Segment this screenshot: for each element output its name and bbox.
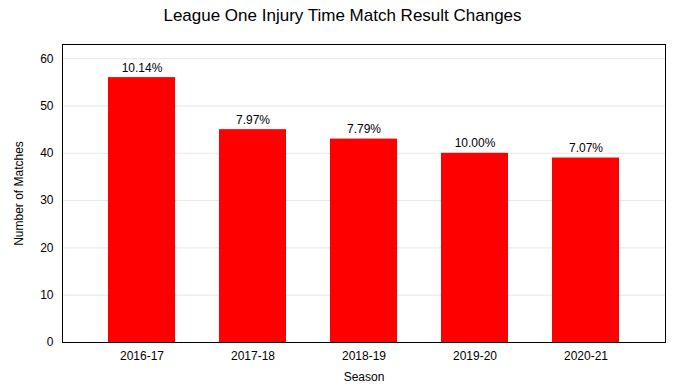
- svg-text:10: 10: [40, 288, 54, 302]
- svg-text:20: 20: [40, 241, 54, 255]
- svg-text:7.97%: 7.97%: [236, 113, 270, 127]
- svg-text:10.14%: 10.14%: [122, 61, 163, 75]
- html-text:League One Injury Time Match R: League One Injury Time Match Result Chan…: [163, 6, 522, 25]
- svg-text:Number of Matches: Number of Matches: [12, 141, 26, 246]
- svg-text:2016-17: 2016-17: [120, 349, 164, 363]
- svg-text:7.79%: 7.79%: [347, 122, 381, 136]
- svg-text:2020-21: 2020-21: [564, 349, 608, 363]
- svg-text:Season: Season: [344, 370, 385, 384]
- svg-text:0: 0: [47, 335, 54, 349]
- svg-text:2017-18: 2017-18: [231, 349, 275, 363]
- svg-text:10.00%: 10.00%: [455, 136, 496, 150]
- svg-text:30: 30: [40, 193, 54, 207]
- svg-text:50: 50: [40, 99, 54, 113]
- svg-text:40: 40: [40, 146, 54, 160]
- svg-text:2019-20: 2019-20: [453, 349, 497, 363]
- svg-text:60: 60: [40, 52, 54, 66]
- svg-text:7.07%: 7.07%: [569, 141, 603, 155]
- svg-text:2018-19: 2018-19: [342, 349, 386, 363]
